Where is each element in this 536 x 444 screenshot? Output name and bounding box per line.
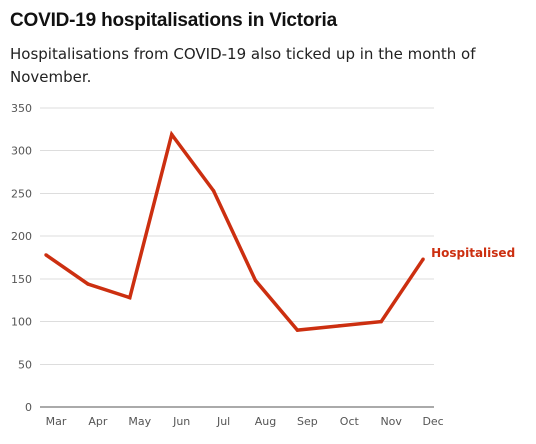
y-tick-label: 300 [11,145,32,158]
x-tick-label: Mar [46,415,67,428]
series-line [45,130,425,332]
data-point [421,257,425,261]
x-tick-label: Dec [422,415,443,428]
series-label: Hospitalised [431,246,515,260]
y-tick-label: 0 [25,401,32,414]
data-point [337,324,341,328]
x-tick-label: Jun [172,415,190,428]
chart-title: COVID-19 hospitalisations in Victoria [10,10,337,31]
x-tick-label: Oct [340,415,360,428]
y-tick-label: 150 [11,273,32,286]
x-tick-label: Nov [380,415,402,428]
data-point [86,282,90,286]
chart-subtitle: Hospitalisations from COVID-19 also tick… [10,45,476,86]
data-point [44,253,48,257]
x-tick-label: May [128,415,151,428]
data-point [295,328,300,332]
y-tick-label: 50 [18,358,32,371]
y-tick-label: 100 [11,316,32,329]
x-tick-label: Jul [216,415,230,428]
y-tick-label: 200 [11,230,32,243]
y-tick-label: 350 [11,102,32,115]
x-tick-label: Aug [255,415,276,428]
data-point [128,295,132,300]
data-point [211,189,216,193]
data-point [253,278,258,283]
x-tick-label: Sep [297,415,318,428]
data-point [170,132,174,137]
x-tick-label: Apr [88,415,108,428]
y-tick-label: 250 [11,187,32,200]
data-point [379,319,383,324]
